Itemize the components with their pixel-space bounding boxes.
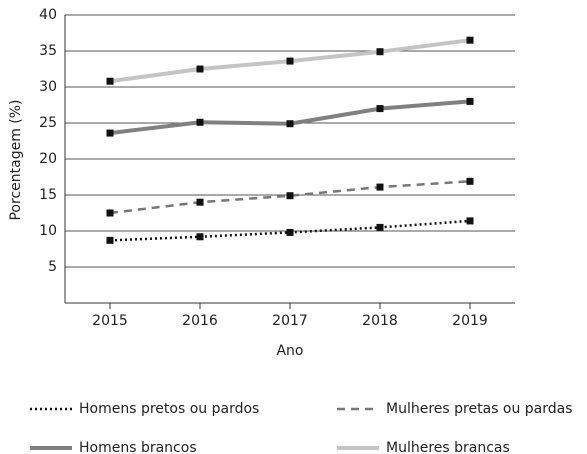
marker [376, 223, 384, 231]
y-tick-label: 20 [39, 151, 57, 167]
marker [376, 48, 384, 56]
legend-label: Mulheres brancas [386, 440, 510, 454]
marker [466, 97, 474, 105]
marker [286, 120, 294, 128]
marker [286, 57, 294, 65]
y-tick-label: 15 [39, 187, 57, 203]
y-tick-label: 35 [39, 43, 57, 59]
marker [106, 236, 114, 244]
marker [286, 192, 294, 200]
y-tick-label: 5 [48, 259, 57, 275]
marker [106, 77, 114, 85]
marker [466, 217, 474, 225]
marker [196, 233, 204, 241]
y-tick-label: 40 [39, 7, 57, 23]
marker [286, 228, 294, 236]
x-tick-label: 2018 [362, 313, 398, 329]
x-tick-label: 2017 [272, 313, 308, 329]
series-line [109, 180, 471, 215]
y-axis-label: Porcentagem (%) [8, 99, 24, 220]
marker [196, 118, 204, 126]
marker [196, 65, 204, 73]
marker [466, 36, 474, 44]
y-tick-label: 10 [39, 223, 57, 239]
y-tick-label: 30 [39, 79, 57, 95]
marker [196, 198, 204, 206]
x-tick-label: 2019 [452, 313, 488, 329]
x-tick-label: 2015 [92, 313, 128, 329]
marker [106, 129, 114, 137]
marker [466, 177, 474, 185]
x-axis-label: Ano [276, 343, 303, 359]
legend-label: Mulheres pretas ou pardas [386, 401, 573, 417]
marker [376, 183, 384, 191]
marker [376, 105, 384, 113]
y-tick-label: 25 [39, 115, 57, 131]
series-line [109, 99, 471, 136]
marker [106, 209, 114, 217]
x-tick-label: 2016 [182, 313, 218, 329]
legend-label: Homens pretos ou pardos [79, 401, 259, 417]
legend-label: Homens brancos [79, 440, 197, 454]
